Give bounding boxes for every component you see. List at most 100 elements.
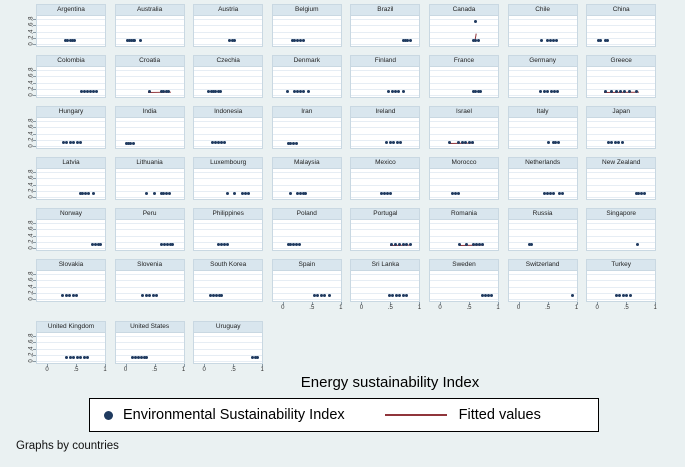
gridline	[115, 190, 184, 192]
panel-title: Switzerland	[507, 259, 578, 270]
scatter-point	[388, 192, 392, 196]
legend-marker-label: Environmental Sustainability Index	[123, 407, 345, 423]
y-tick	[33, 146, 36, 148]
gridline	[194, 241, 263, 243]
panel-malaysia: Malaysia	[271, 157, 342, 200]
panel-new-zealand: New Zealand	[586, 157, 657, 200]
x-tick	[498, 302, 499, 305]
gridline	[272, 44, 341, 46]
scatter-point	[129, 142, 133, 146]
gridline	[37, 133, 105, 135]
scatter-point	[549, 90, 553, 94]
panel-turkey: Turkey 0.5 1	[586, 259, 657, 311]
panel-luxembourg: Luxembourg	[193, 157, 264, 200]
scatter-point	[551, 39, 555, 43]
x-tick	[233, 364, 235, 367]
scatter-point	[551, 141, 555, 145]
panel-plot	[507, 66, 578, 98]
scatter-point	[288, 142, 292, 146]
gridline	[508, 280, 577, 282]
scatter-point	[87, 192, 91, 196]
gridline	[351, 171, 420, 173]
panel-title: Colombia	[36, 55, 106, 66]
scatter-point	[301, 90, 305, 94]
y-tick	[33, 229, 36, 231]
gridline	[272, 25, 341, 27]
scatter-point	[86, 356, 90, 360]
gridline	[587, 171, 656, 173]
scatter-point	[467, 141, 471, 145]
scatter-point	[209, 294, 213, 298]
scatter-point	[628, 294, 632, 298]
x-tick	[626, 302, 628, 305]
panel-plot	[429, 168, 499, 200]
panel-plot	[271, 168, 342, 200]
gridline	[37, 273, 105, 275]
panel-chile: Chile	[507, 4, 578, 47]
panel-canada: Canada	[429, 4, 499, 47]
scatter-point	[153, 192, 157, 196]
gridline	[587, 184, 656, 186]
scatter-point	[286, 142, 290, 146]
gridline	[115, 69, 184, 71]
panel-plot	[350, 117, 421, 149]
gridline	[430, 25, 498, 27]
gridline	[587, 248, 656, 250]
scatter-point	[472, 90, 476, 94]
scatter-point	[557, 192, 561, 196]
scatter-point	[65, 141, 69, 145]
scatter-point	[640, 192, 644, 196]
gridline	[194, 127, 263, 129]
scatter-point	[211, 141, 215, 145]
scatter-point	[61, 141, 65, 145]
gridline	[351, 248, 420, 250]
panel-plot	[350, 66, 421, 98]
gridline	[587, 241, 656, 243]
scatter-point	[388, 141, 392, 145]
scatter-point	[546, 90, 550, 94]
x-tick-label: 0	[359, 305, 364, 311]
gridline	[430, 127, 498, 129]
panel-italy: Italy	[507, 106, 578, 149]
panel-plot	[193, 270, 264, 302]
scatter-point	[487, 294, 491, 298]
scatter-point	[64, 39, 68, 43]
scatter-point	[401, 294, 405, 298]
y-tick	[33, 120, 36, 122]
panel-singapore: Singapore	[586, 208, 657, 251]
scatter-point	[385, 192, 389, 196]
scatter-point	[386, 90, 390, 94]
panel-australia: Australia	[114, 4, 185, 47]
x-tick-label: 0	[438, 305, 442, 311]
gridline	[272, 184, 341, 186]
panel-title: Finland	[350, 55, 421, 66]
scatter-point	[251, 355, 255, 359]
y-tick	[33, 190, 36, 192]
gridline	[351, 31, 420, 33]
gridline	[272, 127, 341, 129]
y-tick	[33, 44, 36, 46]
panel-plot	[114, 168, 185, 200]
gridline	[508, 139, 577, 141]
panel-title: Mexico	[350, 157, 421, 168]
scatter-point	[395, 141, 399, 145]
gridline	[272, 69, 341, 71]
gridline	[115, 348, 184, 350]
gridline	[194, 31, 263, 33]
gridline	[508, 146, 577, 148]
gridline	[194, 184, 263, 186]
gridline	[587, 139, 656, 141]
gridline	[115, 299, 184, 301]
panel-plot: 0.5 1	[350, 270, 421, 311]
panel-philippines: Philippines	[193, 208, 264, 251]
x-tick	[204, 364, 206, 367]
gridline	[37, 235, 105, 237]
panel-plot: 0.2.4.6.8	[29, 219, 106, 251]
scatter-point	[387, 294, 391, 298]
scatter-point	[216, 90, 220, 94]
scatter-point	[289, 192, 293, 196]
scatter-point	[316, 294, 320, 298]
gridline	[508, 25, 577, 27]
gridline	[194, 88, 263, 90]
gridline	[115, 18, 184, 20]
